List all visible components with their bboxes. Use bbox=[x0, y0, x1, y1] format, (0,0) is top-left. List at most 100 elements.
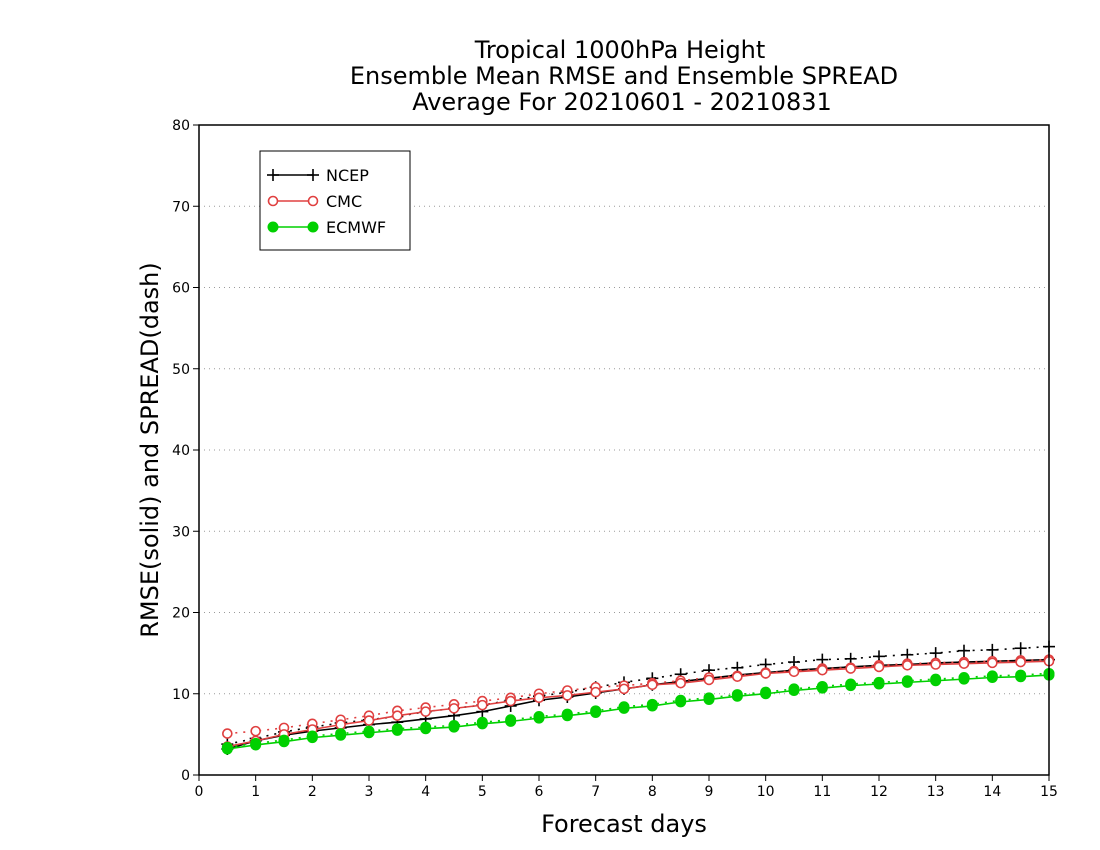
series-ecmwf bbox=[221, 667, 1055, 755]
y-tick-label: 50 bbox=[172, 362, 190, 378]
x-tick-label: 6 bbox=[535, 784, 544, 800]
x-tick-label: 13 bbox=[927, 784, 945, 800]
ncep-spread-line bbox=[227, 645, 1050, 745]
x-tick-label: 15 bbox=[1040, 784, 1058, 800]
x-tick-label: 3 bbox=[365, 784, 374, 800]
cmc-rmse-point bbox=[448, 703, 460, 714]
cmc-rmse-point bbox=[703, 674, 715, 686]
x-tick-label: 12 bbox=[870, 784, 888, 800]
ecmwf-rmse-point bbox=[788, 685, 800, 696]
title-line-1: Tropical 1000hPa Height bbox=[474, 36, 766, 64]
ecmwf-rmse-point bbox=[448, 721, 460, 733]
cmc-rmse-point bbox=[958, 658, 970, 669]
ncep-rmse-line bbox=[227, 658, 1050, 750]
ecmwf-rmse-point bbox=[561, 710, 573, 722]
cmc-rmse-point bbox=[533, 692, 545, 704]
cmc-rmse-point bbox=[618, 683, 630, 695]
legend-marker-ncep bbox=[267, 169, 279, 181]
grid-lines bbox=[199, 205, 1049, 695]
cmc-rmse-point bbox=[363, 715, 375, 726]
ecmwf-rmse-point bbox=[476, 718, 488, 730]
ecmwf-rmse-point bbox=[845, 680, 857, 692]
legend-item-ncep: NCEP bbox=[267, 166, 369, 185]
ecmwf-rmse-point bbox=[703, 693, 715, 705]
legend-item-cmc: CMC bbox=[267, 192, 362, 211]
legend-item-ecmwf: ECMWF bbox=[267, 218, 386, 237]
y-tick-label: 0 bbox=[181, 768, 190, 784]
x-tick-label: 2 bbox=[308, 784, 317, 800]
cmc-rmse-point bbox=[675, 677, 686, 689]
ecmwf-rmse-point bbox=[420, 723, 432, 735]
legend-marker-cmc bbox=[307, 195, 319, 207]
x-tick-label: 11 bbox=[813, 784, 831, 800]
cmc-rmse-point bbox=[788, 666, 800, 678]
legend-items: NCEP CMC ECMWF bbox=[267, 166, 386, 237]
cmc-spread-point bbox=[250, 725, 261, 737]
cmc-rmse-point bbox=[1015, 656, 1026, 668]
cmc-rmse-point bbox=[505, 695, 516, 707]
ecmwf-rmse-point bbox=[731, 690, 743, 702]
ncep-spread-point bbox=[958, 644, 970, 657]
legend-label-ecmwf: ECMWF bbox=[326, 218, 386, 237]
x-tick-label: 14 bbox=[983, 784, 1001, 800]
ecmwf-rmse-point bbox=[675, 696, 687, 708]
cmc-rmse-point bbox=[562, 690, 573, 701]
cmc-rmse-point bbox=[760, 668, 771, 679]
y-tick-label: 70 bbox=[172, 199, 190, 215]
x-tick-label: 10 bbox=[757, 784, 775, 800]
ecmwf-rmse-point bbox=[533, 712, 545, 724]
cmc-rmse-point bbox=[930, 659, 941, 670]
legend-marker-ncep bbox=[307, 169, 319, 181]
ecmwf-rmse-point bbox=[335, 729, 347, 741]
ecmwf-rmse-point bbox=[760, 688, 772, 700]
cmc-rmse-point bbox=[420, 706, 431, 717]
legend-marker-ecmwf bbox=[307, 221, 319, 233]
cmc-rmse-point bbox=[845, 663, 856, 674]
x-tick-label: 9 bbox=[705, 784, 714, 800]
y-tick-label: 60 bbox=[172, 281, 190, 297]
x-tick-label: 0 bbox=[195, 784, 204, 800]
y-tick-label: 40 bbox=[172, 443, 190, 459]
ncep-spread-point bbox=[986, 643, 999, 656]
cmc-spread-point bbox=[222, 728, 233, 739]
cmc-rmse-point bbox=[987, 657, 998, 669]
y-tick-label: 30 bbox=[172, 524, 190, 540]
cmc-rmse-point bbox=[817, 664, 828, 676]
series-cmc bbox=[222, 654, 1055, 752]
title-line-3: Average For 20210601 - 20210831 bbox=[412, 88, 832, 116]
x-tick-label: 8 bbox=[648, 784, 657, 800]
y-tick-label: 80 bbox=[172, 118, 190, 134]
ecmwf-rmse-point bbox=[590, 706, 602, 718]
y-tick-label: 10 bbox=[172, 687, 190, 703]
ecmwf-rmse-point bbox=[873, 678, 885, 690]
ecmwf-rmse-point bbox=[221, 743, 233, 755]
ecmwf-rmse-point bbox=[278, 736, 290, 748]
ecmwf-rmse-point bbox=[363, 727, 375, 739]
legend-marker-cmc bbox=[267, 195, 279, 207]
y-axis-label: RMSE(solid) and SPREAD(dash) bbox=[136, 262, 164, 638]
cmc-rmse-point bbox=[902, 660, 913, 671]
ecmwf-rmse-point bbox=[505, 715, 517, 727]
cmc-rmse-point bbox=[335, 719, 346, 730]
ecmwf-rmse-point bbox=[618, 702, 630, 714]
ecmwf-rmse-point bbox=[986, 672, 998, 683]
ecmwf-rmse-point bbox=[816, 682, 828, 694]
x-tick-label: 7 bbox=[591, 784, 600, 800]
title-line-2: Ensemble Mean RMSE and Ensemble SPREAD bbox=[350, 62, 898, 90]
x-tick-label: 1 bbox=[251, 784, 260, 800]
ecmwf-spread-line bbox=[227, 672, 1050, 749]
series-layer bbox=[221, 640, 1055, 755]
cmc-rmse-point bbox=[477, 699, 488, 711]
legend: NCEP CMC ECMWF bbox=[259, 150, 411, 251]
ecmwf-rmse-point bbox=[901, 676, 913, 688]
ecmwf-rmse-point bbox=[250, 739, 262, 751]
legend-marker-ecmwf bbox=[267, 221, 279, 233]
legend-label-cmc: CMC bbox=[326, 192, 362, 211]
legend-label-ncep: NCEP bbox=[326, 166, 369, 185]
cmc-rmse-point bbox=[392, 710, 403, 721]
x-tick-label: 5 bbox=[478, 784, 487, 800]
y-tick-label: 20 bbox=[172, 606, 190, 622]
series-ncep bbox=[221, 640, 1055, 755]
